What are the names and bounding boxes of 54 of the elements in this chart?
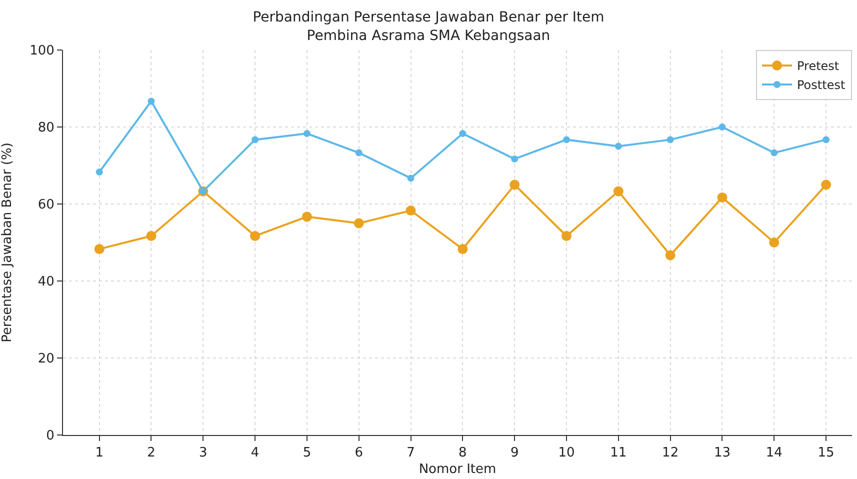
x-tick-label: 5 [302, 446, 312, 461]
point [148, 98, 155, 105]
y-tick-label: 40 [38, 274, 54, 290]
x-tick-label: 10 [558, 446, 575, 461]
x-tick-label: 7 [406, 446, 415, 461]
x-tick-label: 14 [766, 446, 782, 461]
y-axis-title: Persentase Jawaban Benar (%) [0, 142, 15, 342]
x-tick-label: 15 [818, 446, 834, 461]
x-tick-label: 3 [199, 446, 208, 461]
point [458, 244, 468, 254]
point [406, 206, 416, 216]
point [354, 218, 364, 228]
x-tick-label: 9 [510, 446, 519, 461]
x-tick-label: 6 [354, 446, 364, 461]
point [146, 230, 156, 241]
legend-label: Posttest [797, 78, 846, 92]
x-tick-label: 1 [95, 446, 104, 461]
point [407, 174, 414, 182]
point [770, 149, 778, 156]
point [302, 212, 312, 222]
x-tick-label: 11 [610, 446, 627, 461]
point [822, 136, 830, 144]
point [562, 230, 572, 241]
point [717, 192, 728, 202]
point [511, 155, 518, 162]
chart-title: Perbandingan Persentase Jawaban Benar per Item Pembina Asrama SMA Kebangsaan [252, 10, 604, 44]
point [303, 130, 310, 138]
point [355, 149, 362, 156]
legend-label: Pretest [797, 59, 840, 74]
point [718, 124, 726, 130]
point [96, 168, 103, 176]
point [665, 250, 676, 260]
x-tick-label: 13 [714, 446, 731, 461]
point [510, 180, 520, 190]
point [252, 136, 259, 144]
point [250, 230, 260, 241]
x-tick-label: 4 [250, 446, 260, 461]
x-tick-label: 2 [147, 446, 156, 461]
y-tick-label: 100 [30, 44, 54, 59]
x-tick-label: 8 [458, 446, 467, 461]
y-tick-label: 0 [46, 428, 54, 444]
x-axis-title: Nomor Item [418, 462, 496, 478]
y-tick-label: 60 [38, 198, 54, 213]
point [821, 180, 832, 190]
y-tick-label: 20 [38, 352, 54, 367]
x-tick-label: 12 [662, 446, 679, 461]
point [613, 186, 624, 196]
point [666, 136, 674, 144]
point [459, 130, 466, 138]
point [769, 238, 780, 248]
y-tick-label: 80 [38, 120, 54, 136]
point [563, 136, 570, 144]
point [614, 142, 622, 150]
point [94, 244, 104, 254]
